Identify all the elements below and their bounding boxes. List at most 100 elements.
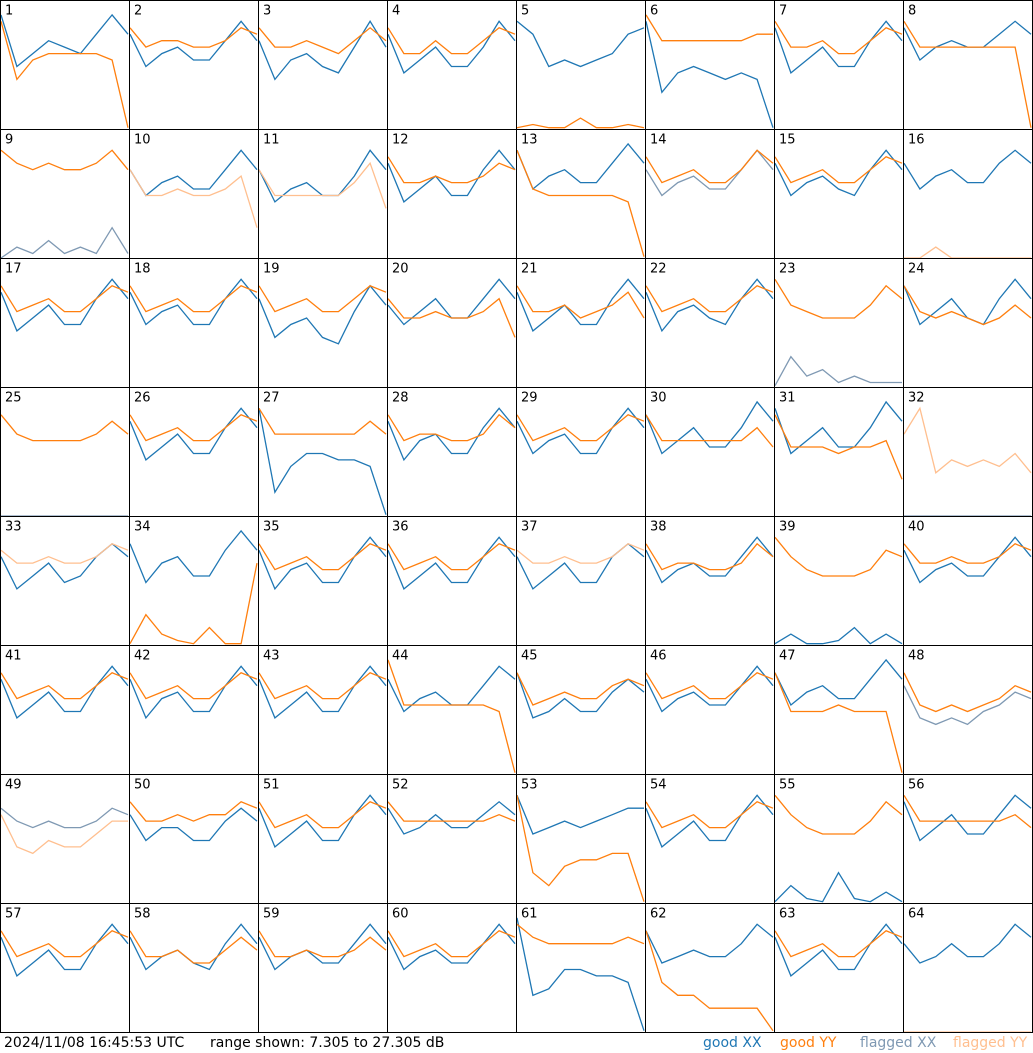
xx-line bbox=[903, 536, 1032, 584]
xx-line bbox=[129, 149, 258, 197]
xx-line bbox=[129, 278, 258, 326]
xx-line bbox=[774, 355, 902, 387]
panel-title: 40 bbox=[908, 520, 925, 535]
xx-line bbox=[0, 278, 129, 332]
xx-line bbox=[129, 807, 258, 842]
yy-line bbox=[129, 414, 258, 442]
panel-title: 22 bbox=[650, 262, 667, 277]
yy-line bbox=[774, 156, 903, 184]
xx-line bbox=[387, 407, 516, 462]
panel-title: 61 bbox=[521, 907, 538, 922]
xx-line bbox=[387, 923, 516, 971]
yy-line bbox=[387, 297, 516, 338]
yy-line bbox=[129, 562, 258, 645]
yy-line bbox=[0, 21, 129, 128]
yy-line bbox=[774, 278, 903, 319]
panel-title: 64 bbox=[908, 907, 925, 922]
yy-line bbox=[0, 149, 129, 171]
yy-line bbox=[645, 930, 774, 1032]
legend-entry: good YY bbox=[780, 1035, 837, 1051]
yy-line bbox=[0, 814, 128, 855]
panel-title: 18 bbox=[134, 262, 151, 277]
legend-entry: flagged XX bbox=[860, 1035, 937, 1051]
panel-title: 32 bbox=[908, 391, 925, 406]
xx-line bbox=[0, 923, 129, 977]
yy-line bbox=[258, 407, 387, 435]
panel-title: 54 bbox=[650, 778, 667, 793]
xx-line bbox=[774, 400, 903, 455]
xx-line bbox=[516, 407, 645, 455]
xx-line bbox=[387, 20, 516, 74]
xx-line bbox=[774, 20, 903, 74]
xx-line bbox=[774, 871, 903, 903]
panel-title: 34 bbox=[134, 520, 151, 535]
panel-title: 46 bbox=[650, 649, 667, 664]
panel-title: 57 bbox=[5, 907, 22, 922]
yy-line bbox=[258, 930, 387, 958]
panel-title: 6 bbox=[650, 4, 658, 19]
panel-title: 17 bbox=[5, 262, 22, 277]
panel-title: 14 bbox=[650, 133, 667, 148]
xx-line bbox=[903, 685, 1032, 726]
yy-line bbox=[258, 672, 387, 700]
panel-title: 24 bbox=[908, 262, 925, 277]
yy-line bbox=[903, 794, 1032, 829]
panel-title: 2 bbox=[134, 4, 142, 19]
yy-line bbox=[129, 285, 258, 313]
panel-title: 33 bbox=[5, 520, 22, 535]
xx-line bbox=[258, 408, 387, 515]
xx-line bbox=[774, 923, 903, 977]
xx-line bbox=[129, 529, 258, 584]
panel-title: 37 bbox=[521, 520, 538, 535]
panel-title: 19 bbox=[263, 262, 280, 277]
yy-line bbox=[774, 672, 903, 773]
yy-line bbox=[258, 801, 387, 829]
yy-line bbox=[774, 536, 903, 577]
panel-title: 28 bbox=[392, 391, 409, 406]
yy-line bbox=[645, 285, 774, 313]
yy-line bbox=[774, 930, 903, 958]
xx-line bbox=[0, 13, 129, 68]
yy-line bbox=[903, 672, 1032, 713]
panel-title: 20 bbox=[392, 262, 409, 277]
panel-title: 52 bbox=[392, 778, 409, 793]
yy-line bbox=[645, 542, 774, 571]
panel-title: 15 bbox=[779, 133, 796, 148]
yy-line bbox=[516, 117, 645, 129]
panel-title: 12 bbox=[392, 133, 409, 148]
yy-line bbox=[774, 20, 903, 55]
xx-line bbox=[387, 149, 516, 203]
panel-title: 48 bbox=[908, 649, 925, 664]
yy-line bbox=[645, 414, 774, 448]
panel-title: 42 bbox=[134, 649, 151, 664]
yy-line bbox=[516, 285, 645, 319]
yy-line bbox=[903, 285, 1032, 326]
yy-line bbox=[387, 156, 516, 184]
yy-line bbox=[0, 543, 129, 564]
panel-title: 23 bbox=[779, 262, 796, 277]
yy-line bbox=[258, 161, 387, 209]
xx-line bbox=[387, 800, 516, 835]
panel-title: 39 bbox=[779, 520, 796, 535]
xx-line bbox=[774, 658, 903, 707]
range-label: range shown: 7.305 to 27.305 dB bbox=[210, 1035, 444, 1051]
yy-line bbox=[129, 169, 258, 228]
panel-title: 4 bbox=[392, 4, 400, 19]
panel-title: 41 bbox=[5, 649, 22, 664]
yy-line bbox=[645, 801, 774, 829]
xx-line bbox=[387, 536, 516, 590]
xx-line bbox=[645, 21, 774, 128]
panel-title: 29 bbox=[521, 391, 538, 406]
xx-line bbox=[903, 149, 1032, 190]
panel-title: 26 bbox=[134, 391, 151, 406]
xx-line bbox=[258, 284, 387, 345]
xx-line bbox=[0, 226, 129, 259]
yy-line bbox=[387, 413, 516, 442]
xx-line bbox=[129, 665, 258, 720]
yy-line bbox=[645, 149, 774, 184]
panel-title: 49 bbox=[5, 778, 22, 793]
yy-line bbox=[258, 285, 387, 313]
panel-title: 9 bbox=[5, 133, 13, 148]
yy-line bbox=[129, 801, 258, 822]
